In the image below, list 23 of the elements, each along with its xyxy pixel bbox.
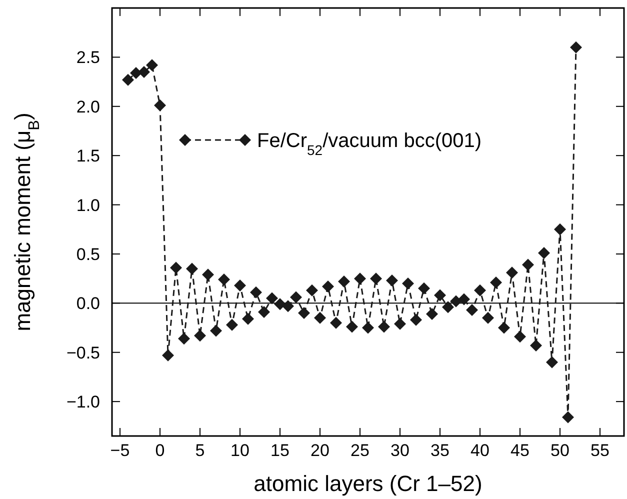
y-tick-label: 0.5 (76, 244, 100, 264)
x-tick-label: 25 (350, 441, 370, 460)
y-tick-label: −0.5 (66, 343, 100, 362)
x-tick-label: 15 (270, 441, 290, 460)
x-tick-label: 20 (310, 441, 330, 460)
x-tick-label: 35 (430, 441, 450, 460)
y-tick-label: 1.0 (76, 196, 100, 215)
x-tick-label: 10 (230, 441, 250, 460)
y-tick-label: −1.0 (66, 392, 100, 412)
y-tick-label: 1.5 (76, 146, 100, 166)
legend-label: Fe/Cr$_{52}$/vacuum bcc(001) (257, 130, 482, 158)
x-tick-label: −5 (110, 441, 130, 460)
y-tick-label: 2.5 (76, 48, 100, 68)
x-tick-label: 45 (510, 441, 530, 460)
x-tick-label: 50 (550, 441, 570, 460)
x-tick-label: 55 (590, 441, 610, 460)
x-axis-title: atomic layers (Cr 1–52) (254, 471, 482, 496)
y-tick-label: 0.0 (76, 294, 100, 314)
x-tick-label: 40 (470, 441, 490, 460)
y-tick-label: 2.0 (76, 97, 100, 116)
x-tick-label: 30 (390, 441, 410, 460)
x-tick-label: 5 (195, 441, 205, 460)
x-tick-label: 0 (155, 441, 165, 460)
